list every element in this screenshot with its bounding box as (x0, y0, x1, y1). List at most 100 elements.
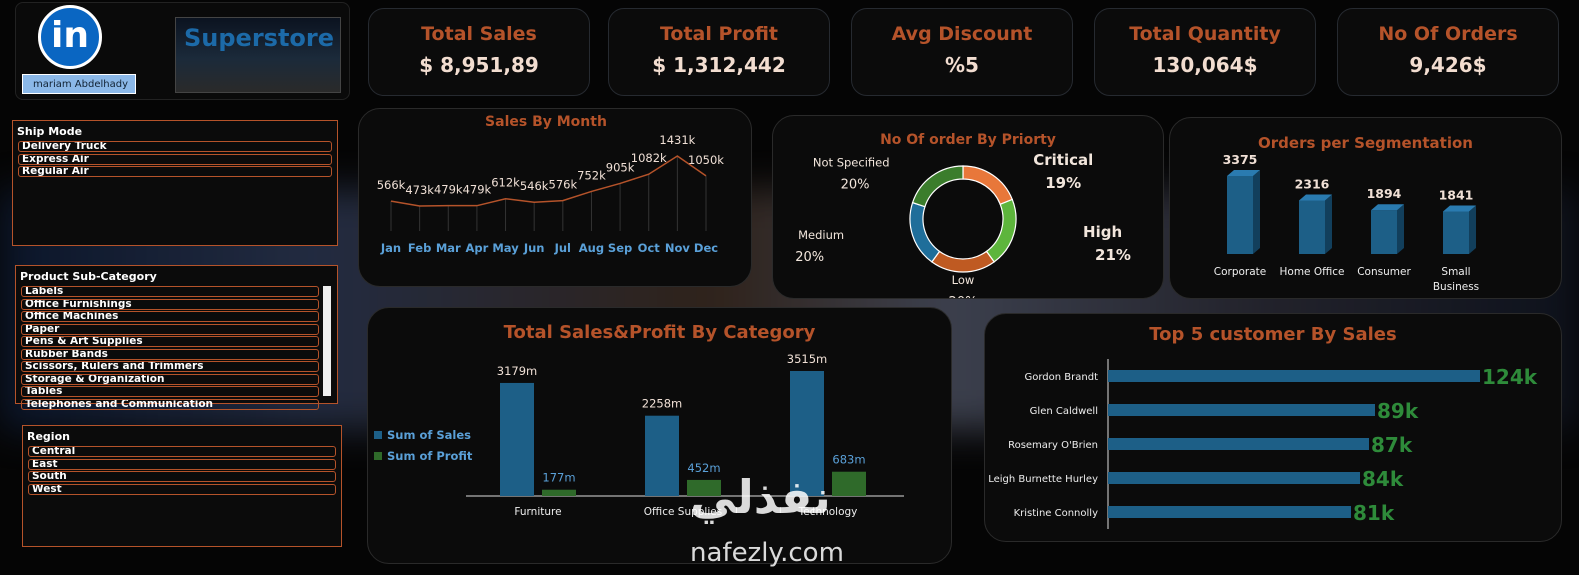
slicer-item: Telephones and Communication (21, 398, 319, 410)
slicer-item: South (28, 471, 336, 482)
x-tick-label: Apr (466, 241, 489, 255)
kpi-label: No Of Orders (1378, 23, 1518, 45)
slicer-title: Ship Mode (17, 125, 83, 138)
data-label: 87k (1371, 433, 1413, 457)
slice (911, 165, 964, 208)
data-label: 3179m (497, 364, 537, 378)
slice-value: 20% (795, 250, 824, 265)
slicer-item: Central (28, 446, 336, 457)
kpi-label: Total Sales (421, 23, 537, 45)
kpi-label: Total Quantity (1129, 23, 1281, 45)
bar (1108, 438, 1369, 450)
data-label: 1841 (1439, 187, 1474, 202)
bar (1371, 204, 1404, 254)
slicer-item: Storage & Organization (21, 373, 319, 385)
chart: Top 5 customer By Sales Gordon Brandt 124k… (988, 324, 1538, 529)
slicer-item: Express Air (18, 153, 332, 165)
chart: No Of order By Priorty Critical 19% High 21%… (795, 132, 1131, 310)
chart-title: Sales By Month (485, 114, 607, 130)
bar (645, 415, 679, 496)
x-tick-wrap: Corporate (1213, 266, 1267, 278)
legend-swatch (374, 452, 382, 460)
x-tick-label: Corporate (1213, 266, 1267, 278)
slice-value: 21% (1095, 246, 1131, 264)
chart-title: Orders per Segmentation (1258, 134, 1473, 152)
panel: Total Sales&Profit By Category Sum of Sal… (367, 307, 952, 564)
x-tick-label: Technology (798, 506, 858, 518)
data-label: 479k (463, 183, 492, 197)
panel: No Of order By Priorty Critical 19% High 21%… (772, 115, 1164, 310)
bar (832, 471, 866, 496)
data-label: 752k (577, 168, 606, 182)
data-label: 546k (520, 179, 549, 193)
chart: Sales By Month 566k Jan 473k Feb 479k Mar 479k A… (377, 114, 725, 255)
slicer-item: Office Furnishings (21, 298, 319, 310)
x-tick-label: Oct (638, 241, 661, 255)
bar (1108, 472, 1360, 484)
bar (1108, 506, 1351, 518)
bar (1443, 205, 1476, 254)
x-tick-label: Aug (579, 241, 604, 255)
legend-swatch (374, 431, 382, 439)
x-tick-label: May (492, 241, 519, 255)
slice-label: Low (952, 273, 975, 287)
data-label: 473k (405, 183, 434, 197)
watermark-site: nafezly.com (690, 538, 844, 568)
bar (1299, 194, 1332, 254)
slice (931, 250, 995, 273)
chart-title: No Of order By Priorty (880, 132, 1056, 148)
data-label: 576k (549, 178, 578, 192)
x-tick-label: Consumer (1357, 266, 1411, 278)
slicer-title: Region (27, 430, 70, 443)
data-label: 177m (542, 471, 575, 485)
slice (909, 201, 941, 263)
bar-top (1371, 204, 1404, 211)
x-tick-wrap: Small Business (1432, 266, 1480, 293)
slicer: Ship Mode Delivery Truck Express Air Regula… (12, 120, 338, 246)
chart-title: Total Sales&Profit By Category (504, 322, 816, 343)
bar-top (1443, 205, 1476, 212)
data-label: 84k (1362, 467, 1404, 491)
slice-value: 20% (949, 295, 978, 298)
logo: in (38, 5, 102, 69)
kpi-value: $ 8,951,89 (419, 53, 539, 77)
kpi-card: Total Quantity 130,064$ (1094, 8, 1316, 96)
data-label: 3515m (787, 352, 827, 366)
x-tick-label: Feb (408, 241, 431, 255)
user-name: mariam Abdelhady (22, 74, 136, 94)
data-label: 479k (434, 183, 463, 197)
panel: Sales By Month 566k Jan 473k Feb 479k Mar 479k A… (358, 108, 752, 287)
kpi-card: Total Profit $ 1,312,442 (608, 8, 830, 96)
x-tick-label: Small Business (1432, 266, 1480, 293)
bar-top (1227, 170, 1260, 176)
x-tick-label: Furniture (514, 506, 561, 518)
kpi-value: $ 1,312,442 (652, 53, 786, 77)
watermark-arabic: نفذلي (690, 470, 831, 524)
data-label: 612k (491, 176, 520, 190)
bar-face (1443, 211, 1469, 254)
slicer-item: Scissors, Rulers and Trimmers (21, 361, 319, 372)
slicer-item: Tables (21, 386, 319, 397)
y-tick-label: Glen Caldwell (1030, 406, 1098, 417)
slice-label: Medium (798, 228, 844, 242)
data-label: 3375 (1223, 152, 1258, 167)
slicer-item: Paper (21, 323, 319, 335)
y-tick-label: Kristine Connolly (1014, 508, 1098, 519)
x-tick-label: Dec (694, 241, 718, 255)
slice (985, 198, 1017, 263)
x-tick-label: Home Office (1279, 266, 1345, 278)
x-tick-label: Jun (523, 241, 545, 255)
bar (542, 489, 576, 496)
y-tick-label: Leigh Burnette Hurley (988, 474, 1098, 485)
kpi-card: Avg Discount %5 (851, 8, 1073, 96)
kpi-card: Total Sales $ 8,951,89 (368, 8, 590, 96)
bar (1108, 370, 1480, 382)
kpi-value: %5 (945, 53, 979, 77)
slicer-item: Labels (21, 286, 319, 297)
data-label: 89k (1377, 399, 1419, 423)
slicer-item: Delivery Truck (18, 141, 332, 152)
legend-label: Sum of Profit (387, 449, 473, 463)
bar-side (1253, 170, 1260, 254)
legend-label: Sum of Sales (387, 428, 471, 442)
